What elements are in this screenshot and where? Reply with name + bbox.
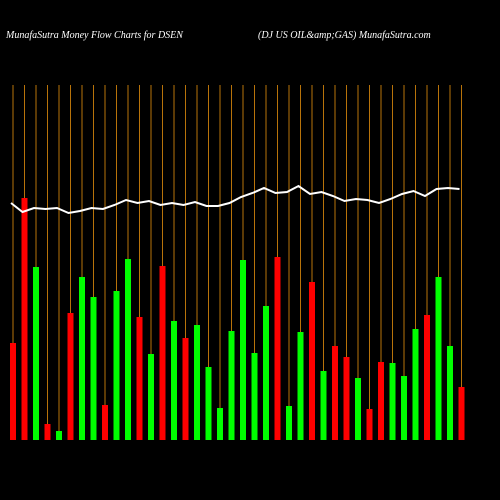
bar (171, 321, 177, 440)
bar (21, 198, 28, 440)
bar (447, 346, 453, 440)
bar (412, 329, 419, 440)
bar (67, 313, 74, 440)
bar (125, 259, 131, 440)
bar (90, 297, 97, 440)
bar (286, 406, 292, 440)
chart-subtitle: (DJ US OIL&amp;GAS) MunafaSutra.com (258, 30, 431, 41)
bar (435, 277, 442, 440)
bar (401, 376, 407, 440)
bar (320, 371, 327, 440)
bar (343, 357, 350, 440)
bar (309, 282, 315, 440)
bar (182, 338, 189, 440)
bar (56, 431, 62, 440)
bar (378, 362, 384, 440)
bar (10, 343, 16, 440)
bar (366, 409, 373, 440)
bar (263, 306, 269, 440)
bar (217, 408, 223, 440)
bar (389, 363, 396, 440)
bar (424, 315, 430, 440)
bar (113, 291, 120, 440)
bar (458, 387, 465, 440)
bar (355, 378, 361, 440)
bar (228, 331, 235, 440)
bar (297, 332, 304, 440)
bar (148, 354, 154, 440)
bar (194, 325, 200, 440)
bar (102, 405, 108, 440)
chart-title: MunafaSutra Money Flow Charts for DSEN (5, 30, 184, 41)
bar (159, 266, 166, 440)
bar (79, 277, 85, 440)
bar (251, 353, 258, 440)
bar (332, 346, 338, 440)
bar (240, 260, 246, 440)
bar (136, 317, 143, 440)
price-line (10, 184, 460, 215)
bar (44, 424, 51, 440)
bar (33, 267, 39, 440)
bar (274, 257, 281, 440)
bar (205, 367, 212, 440)
